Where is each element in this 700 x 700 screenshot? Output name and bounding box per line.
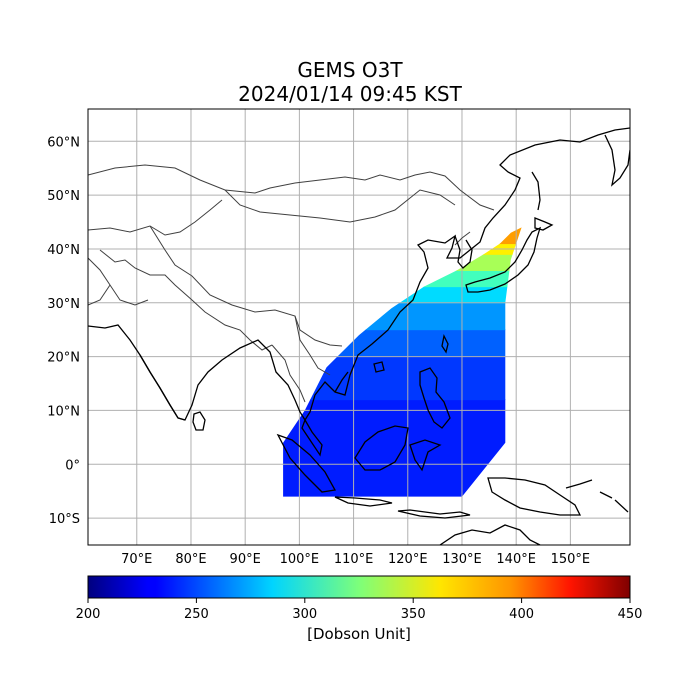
coastline-hokkaido bbox=[534, 217, 554, 231]
latitude-ticks: 60°N 50°N 40°N 30°N 20°N 10°N 0° 10°S bbox=[47, 135, 80, 527]
lat-tick-label: 60°N bbox=[47, 135, 80, 150]
lat-tick-label: 0° bbox=[65, 458, 80, 473]
border-myanmar-thailand bbox=[271, 315, 331, 403]
coastline-korea bbox=[454, 235, 473, 269]
coastline-taiwan bbox=[441, 334, 449, 354]
ozone-band-3 bbox=[283, 302, 522, 331]
chart-title-line2: 2024/01/14 09:45 KST bbox=[238, 82, 462, 106]
ozone-band-1 bbox=[283, 356, 522, 401]
ozone-band-5 bbox=[283, 269, 522, 288]
longitude-ticks: 70°E 80°E 90°E 100°E 110°E 120°E 130°E 140°E 150… bbox=[121, 552, 590, 567]
lon-tick-label: 110°E bbox=[334, 552, 374, 567]
colorbar-gradient bbox=[87, 575, 631, 599]
border-russia-china-mongolia bbox=[88, 164, 495, 211]
lat-tick-label: 30°N bbox=[47, 297, 80, 312]
lat-tick-label: 10°N bbox=[47, 404, 80, 419]
ozone-field-layer bbox=[283, 227, 522, 497]
coastline-sakhalin bbox=[531, 171, 541, 211]
coastline-india bbox=[139, 354, 186, 421]
coastline-borneo bbox=[354, 425, 409, 471]
colorbar-tick-label: 300 bbox=[292, 607, 317, 622]
coastline-philippines bbox=[419, 367, 451, 429]
coastline-japan bbox=[465, 226, 542, 293]
coastline-lesser-sunda bbox=[397, 509, 471, 519]
colorbar: 200 250 300 350 400 450 [Dobson Unit] bbox=[76, 575, 643, 643]
lon-tick-label: 100°E bbox=[280, 552, 320, 567]
border-kazakhstan-central-asia bbox=[88, 199, 223, 236]
coastline-sulawesi bbox=[409, 439, 442, 472]
colorbar-tick-label: 200 bbox=[76, 607, 101, 622]
coastline-sumatra bbox=[276, 433, 337, 493]
coastline-sri-lanka bbox=[192, 411, 206, 431]
colorbar-label: [Dobson Unit] bbox=[307, 625, 411, 643]
colorbar-tick-label: 250 bbox=[184, 607, 209, 622]
map-frame bbox=[87, 108, 631, 546]
colorbar-tick-label: 450 bbox=[618, 607, 643, 622]
coastline-new-guinea bbox=[487, 477, 582, 516]
border-afghanistan-pakistan bbox=[88, 257, 149, 306]
lon-tick-label: 80°E bbox=[175, 552, 206, 567]
lat-tick-label: 50°N bbox=[47, 189, 80, 204]
coastline-hainan bbox=[373, 361, 385, 373]
ozone-band-8 bbox=[283, 227, 522, 245]
coastline-java bbox=[334, 496, 393, 507]
lat-tick-label: 40°N bbox=[47, 243, 80, 258]
coastline-east-islands bbox=[565, 479, 629, 513]
lon-tick-label: 140°E bbox=[496, 552, 536, 567]
lon-tick-label: 90°E bbox=[230, 552, 261, 567]
coastline-kamchatka bbox=[604, 134, 630, 187]
lon-tick-label: 130°E bbox=[442, 552, 482, 567]
colorbar-ticks: 200 250 300 350 400 450 bbox=[76, 598, 643, 622]
lat-tick-label: 20°N bbox=[47, 351, 80, 366]
coastline-malay-peninsula bbox=[301, 418, 323, 457]
lat-tick-label: 10°S bbox=[49, 512, 80, 527]
border-mongolia-china bbox=[224, 189, 456, 223]
ozone-band-2 bbox=[283, 329, 522, 358]
coastlines bbox=[88, 127, 630, 545]
map-plot-area bbox=[88, 109, 630, 545]
lon-tick-label: 70°E bbox=[121, 552, 152, 567]
ozone-band-0 bbox=[283, 399, 522, 497]
colorbar-tick-label: 400 bbox=[509, 607, 534, 622]
coastline-indochina-gulf bbox=[334, 371, 349, 393]
border-south-asia bbox=[99, 249, 273, 351]
lon-tick-label: 150°E bbox=[551, 552, 591, 567]
ozone-band-4 bbox=[283, 286, 522, 304]
colorbar-tick-label: 350 bbox=[401, 607, 426, 622]
country-borders bbox=[88, 164, 495, 403]
graticule-grid bbox=[88, 109, 630, 545]
chart-title-line1: GEMS O3T bbox=[297, 58, 403, 82]
lon-tick-label: 120°E bbox=[388, 552, 428, 567]
coastline-mainland-asia bbox=[88, 127, 630, 422]
border-china-south bbox=[149, 225, 343, 347]
coastline-australia-north bbox=[439, 524, 541, 545]
